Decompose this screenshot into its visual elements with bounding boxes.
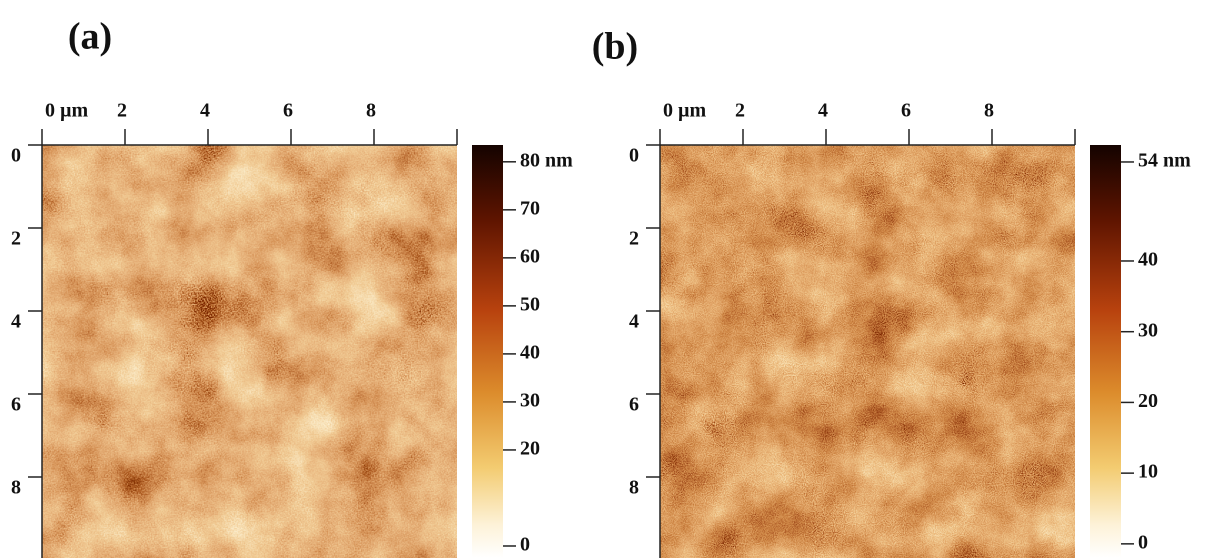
colorbar — [1090, 145, 1121, 558]
x-tick-label: 4 — [818, 100, 828, 122]
y-tick-label: 4 — [11, 311, 21, 333]
x-tick-label: 8 — [366, 100, 376, 122]
panel-label: (b) — [592, 26, 638, 68]
y-tick-label: 6 — [629, 394, 639, 416]
afm-image — [660, 145, 1075, 558]
y-tick-label: 8 — [11, 477, 21, 499]
y-tick-label: 8 — [629, 477, 639, 499]
colorbar-tick-label: 40 — [1138, 249, 1158, 271]
y-tick-label: 0 — [629, 145, 639, 167]
colorbar-tick-label: 70 — [520, 197, 540, 219]
colorbar-tick-label: 0 — [1138, 531, 1148, 553]
y-tick-label: 2 — [11, 228, 21, 250]
x-tick-label: 2 — [735, 100, 745, 122]
panel-label: (a) — [68, 16, 112, 58]
colorbar-tick-label: 10 — [1138, 461, 1158, 483]
afm-image — [42, 145, 457, 558]
colorbar-tick-label: 30 — [520, 390, 540, 412]
x-tick-label: 0 µm — [45, 100, 89, 122]
y-tick-label: 2 — [629, 228, 639, 250]
colorbar-tick-label: 40 — [520, 341, 540, 363]
y-tick-label: 6 — [11, 394, 21, 416]
colorbar-tick-label: 20 — [1138, 390, 1158, 412]
colorbar — [472, 145, 503, 558]
colorbar-tick-label: 30 — [1138, 319, 1158, 341]
colorbar-tick-label: 60 — [520, 245, 540, 267]
colorbar-tick-label: 50 — [520, 293, 540, 315]
colorbar-tick-label: 54 nm — [1138, 150, 1191, 172]
x-tick-label: 0 µm — [663, 100, 707, 122]
x-tick-label: 4 — [200, 100, 210, 122]
colorbar-tick-label: 20 — [520, 438, 540, 460]
x-tick-label: 6 — [901, 100, 911, 122]
y-tick-label: 4 — [629, 311, 639, 333]
x-tick-label: 2 — [117, 100, 127, 122]
colorbar-tick-label: 80 nm — [520, 149, 573, 171]
colorbar-tick-label: 0 — [520, 534, 530, 556]
x-tick-label: 8 — [984, 100, 994, 122]
y-tick-label: 0 — [11, 145, 21, 167]
x-tick-label: 6 — [283, 100, 293, 122]
